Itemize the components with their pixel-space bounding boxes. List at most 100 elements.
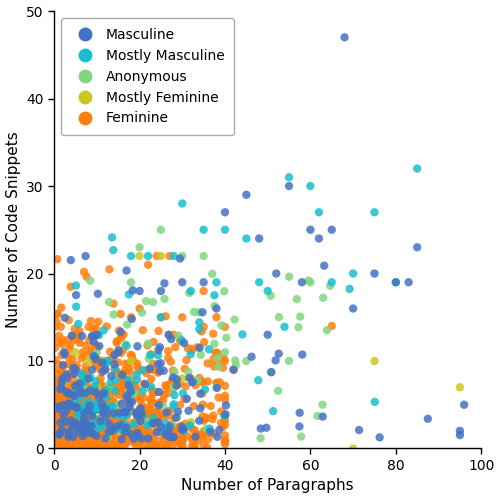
- Feminine: [56, 431, 64, 439]
- Anonymous: [210, 340, 218, 348]
- Feminine: [80, 389, 88, 397]
- Masculine: [68, 402, 76, 410]
- Feminine: [328, 322, 336, 330]
- Feminine: [147, 350, 155, 358]
- Masculine: [82, 252, 90, 260]
- Feminine: [198, 434, 206, 442]
- Feminine: [74, 335, 82, 343]
- Feminine: [138, 426, 146, 434]
- Feminine: [72, 398, 80, 406]
- Feminine: [92, 444, 100, 452]
- Feminine: [58, 428, 66, 436]
- Feminine: [71, 363, 79, 371]
- Masculine: [65, 431, 73, 439]
- Feminine: [62, 410, 70, 418]
- Masculine: [164, 331, 172, 339]
- Masculine: [134, 412, 142, 420]
- Feminine: [86, 441, 94, 449]
- Feminine: [58, 393, 66, 401]
- Feminine: [79, 440, 87, 448]
- Feminine: [71, 440, 79, 448]
- Feminine: [106, 443, 114, 451]
- Feminine: [90, 423, 98, 431]
- Feminine: [68, 437, 76, 445]
- Feminine: [162, 444, 170, 452]
- Mostly Masculine: [264, 287, 272, 295]
- Feminine: [71, 411, 79, 419]
- Masculine: [61, 403, 69, 411]
- Feminine: [120, 437, 128, 445]
- Feminine: [79, 348, 87, 356]
- Mostly Masculine: [392, 278, 400, 286]
- Masculine: [134, 342, 141, 350]
- Masculine: [105, 428, 113, 436]
- Feminine: [63, 437, 71, 445]
- Feminine: [86, 414, 94, 422]
- Feminine: [120, 367, 128, 375]
- Feminine: [164, 436, 172, 444]
- Feminine: [78, 407, 86, 415]
- Feminine: [113, 337, 121, 345]
- Feminine: [69, 370, 77, 378]
- Anonymous: [82, 386, 90, 394]
- Feminine: [148, 375, 156, 383]
- Feminine: [79, 375, 87, 383]
- Feminine: [78, 443, 86, 451]
- Masculine: [296, 409, 304, 417]
- Feminine: [51, 435, 59, 443]
- Masculine: [206, 428, 214, 436]
- Feminine: [60, 406, 68, 414]
- Feminine: [184, 433, 192, 441]
- Feminine: [67, 426, 75, 434]
- Feminine: [58, 415, 66, 423]
- Masculine: [118, 400, 126, 408]
- Masculine: [156, 367, 164, 375]
- Feminine: [144, 428, 152, 436]
- Feminine: [156, 407, 164, 415]
- Feminine: [83, 444, 91, 452]
- Mostly Masculine: [101, 420, 109, 428]
- Feminine: [66, 283, 74, 291]
- Feminine: [54, 439, 62, 447]
- Feminine: [58, 441, 66, 449]
- Feminine: [96, 392, 104, 400]
- Feminine: [52, 395, 60, 403]
- Masculine: [107, 372, 115, 380]
- Anonymous: [122, 340, 130, 348]
- Feminine: [100, 393, 108, 401]
- Mostly Masculine: [160, 427, 168, 435]
- Feminine: [62, 427, 70, 435]
- Feminine: [109, 443, 117, 451]
- Feminine: [70, 441, 78, 449]
- Masculine: [122, 392, 130, 400]
- Feminine: [51, 426, 59, 434]
- Feminine: [62, 402, 70, 410]
- Feminine: [54, 405, 62, 413]
- Masculine: [138, 434, 145, 442]
- Masculine: [370, 269, 378, 277]
- Feminine: [68, 409, 76, 417]
- Feminine: [58, 376, 66, 384]
- Feminine: [78, 438, 86, 446]
- Feminine: [112, 424, 120, 432]
- Feminine: [51, 356, 59, 364]
- Feminine: [61, 426, 69, 434]
- Feminine: [149, 360, 157, 368]
- Feminine: [97, 357, 105, 365]
- Feminine: [178, 313, 186, 321]
- Masculine: [128, 315, 136, 323]
- Anonymous: [296, 313, 304, 321]
- Feminine: [210, 362, 218, 370]
- Feminine: [100, 406, 108, 414]
- Feminine: [61, 444, 69, 452]
- Feminine: [89, 325, 97, 333]
- Mostly Masculine: [144, 422, 152, 430]
- Feminine: [150, 416, 158, 424]
- Feminine: [54, 432, 62, 440]
- Feminine: [59, 439, 67, 447]
- Masculine: [124, 394, 132, 402]
- Anonymous: [160, 402, 168, 410]
- Feminine: [62, 390, 70, 398]
- Feminine: [92, 401, 100, 409]
- Feminine: [51, 437, 59, 445]
